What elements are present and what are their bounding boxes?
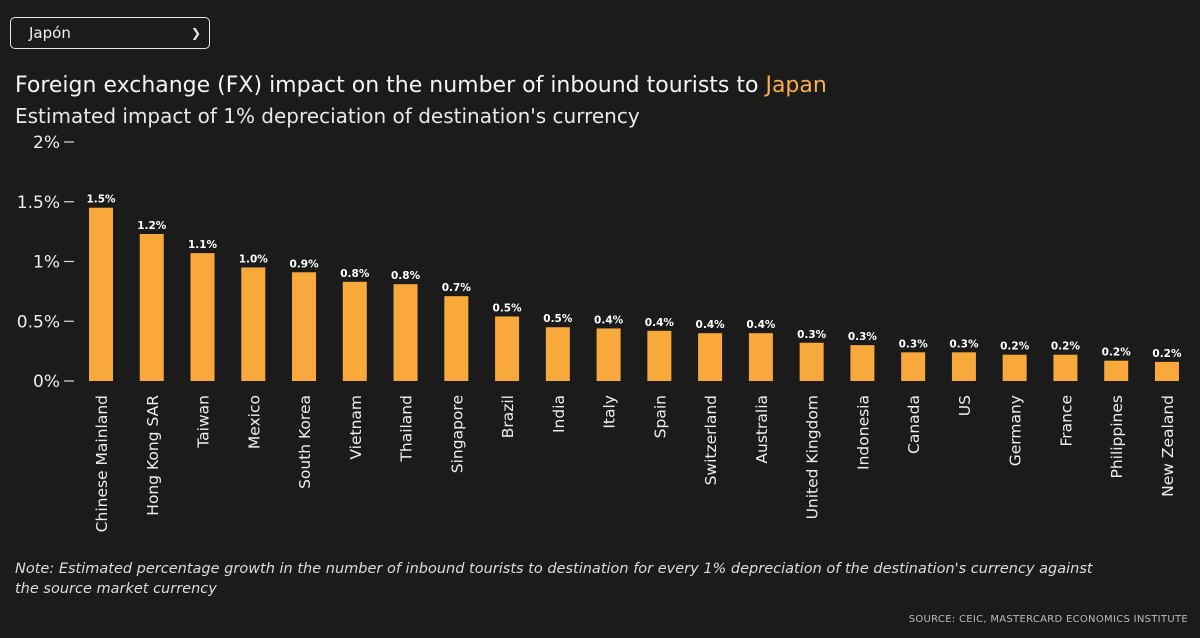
data-label: 0.9% bbox=[289, 258, 319, 270]
bar bbox=[190, 253, 215, 381]
x-tick-label: Switzerland bbox=[702, 395, 720, 485]
y-tick-label: 1% bbox=[33, 253, 60, 273]
bar bbox=[139, 234, 164, 381]
x-tick-label: United Kingdom bbox=[804, 395, 822, 519]
x-tick-label: Hong Kong SAR bbox=[144, 395, 162, 516]
x-tick-label: New Zealand bbox=[1159, 395, 1177, 497]
bar bbox=[596, 328, 621, 381]
bar bbox=[342, 281, 367, 381]
x-tick-label: Vietnam bbox=[347, 395, 365, 460]
data-label: 0.2% bbox=[1102, 347, 1132, 359]
bar bbox=[1002, 354, 1027, 381]
bar bbox=[545, 327, 570, 381]
bar bbox=[444, 296, 469, 381]
data-label: 0.4% bbox=[594, 314, 624, 326]
data-label: 1.0% bbox=[239, 253, 269, 265]
x-tick-label: France bbox=[1057, 395, 1075, 447]
chart-title: Foreign exchange (FX) impact on the numb… bbox=[15, 73, 827, 98]
data-label: 1.1% bbox=[188, 239, 218, 251]
data-label: 0.8% bbox=[391, 270, 421, 282]
data-label: 0.3% bbox=[899, 338, 929, 350]
bar bbox=[1154, 361, 1179, 381]
x-tick-label: Brazil bbox=[499, 395, 517, 438]
x-tick-label: Indonesia bbox=[854, 395, 872, 470]
x-tick-label: Germany bbox=[1007, 395, 1025, 466]
data-label: 1.2% bbox=[137, 220, 167, 232]
chart-source: SOURCE: CEIC, MASTERCARD ECONOMICS INSTI… bbox=[908, 614, 1188, 625]
bar bbox=[698, 333, 723, 381]
x-tick-label: Chinese Mainland bbox=[93, 395, 111, 532]
data-label: 0.7% bbox=[442, 282, 472, 294]
bar bbox=[1053, 354, 1078, 381]
bar bbox=[1104, 360, 1129, 381]
x-tick-label: Canada bbox=[905, 395, 923, 454]
x-tick-label: India bbox=[550, 395, 568, 433]
data-label: 0.2% bbox=[1051, 341, 1081, 353]
y-tick-label: 1.5% bbox=[17, 193, 60, 213]
x-tick-label: Italy bbox=[601, 395, 619, 429]
x-tick-label: Taiwan bbox=[195, 395, 213, 449]
x-tick-label: Australia bbox=[753, 395, 771, 464]
bar bbox=[393, 284, 418, 381]
data-label: 0.8% bbox=[340, 268, 370, 280]
bar bbox=[748, 333, 773, 381]
data-label: 1.5% bbox=[86, 194, 116, 206]
bar bbox=[647, 330, 672, 381]
x-tick-label: South Korea bbox=[296, 395, 314, 489]
x-tick-label: Spain bbox=[651, 395, 669, 438]
chart-subtitle: Estimated impact of 1% depreciation of d… bbox=[15, 104, 640, 128]
data-label: 0.4% bbox=[746, 319, 776, 331]
data-label: 0.3% bbox=[797, 329, 827, 341]
y-tick-label: 0.5% bbox=[17, 312, 60, 332]
data-label: 0.4% bbox=[696, 319, 726, 331]
data-label: 0.2% bbox=[1000, 341, 1030, 353]
chart-note: Note: Estimated percentage growth in the… bbox=[15, 561, 1093, 597]
x-tick-label: Singapore bbox=[448, 395, 466, 473]
bar bbox=[850, 345, 875, 381]
data-label: 0.4% bbox=[645, 317, 675, 329]
bar bbox=[292, 272, 317, 381]
x-tick-label: Thailand bbox=[398, 395, 416, 463]
data-label: 0.3% bbox=[848, 331, 878, 343]
chevron-down-icon: ❯ bbox=[190, 26, 201, 40]
bar bbox=[495, 316, 520, 381]
bar bbox=[951, 352, 976, 381]
bar bbox=[799, 342, 824, 381]
bar bbox=[241, 267, 266, 381]
data-label: 0.2% bbox=[1152, 348, 1182, 360]
chart-title-text: Foreign exchange (FX) impact on the numb… bbox=[15, 73, 766, 98]
data-label: 0.5% bbox=[493, 302, 523, 314]
country-select-value: Japón bbox=[29, 24, 71, 42]
x-tick-label: Mexico bbox=[245, 395, 263, 449]
data-label: 0.5% bbox=[543, 313, 573, 325]
country-select[interactable]: Japón ❯ bbox=[10, 17, 210, 49]
x-tick-label: Philippines bbox=[1108, 395, 1126, 479]
y-tick-label: 0% bbox=[33, 372, 60, 392]
data-label: 0.3% bbox=[949, 338, 979, 350]
chart-title-country: Japan bbox=[765, 73, 827, 98]
y-tick-label: 2% bbox=[33, 133, 60, 153]
bar bbox=[89, 207, 113, 381]
bar bbox=[901, 352, 926, 381]
x-tick-label: US bbox=[956, 395, 974, 416]
